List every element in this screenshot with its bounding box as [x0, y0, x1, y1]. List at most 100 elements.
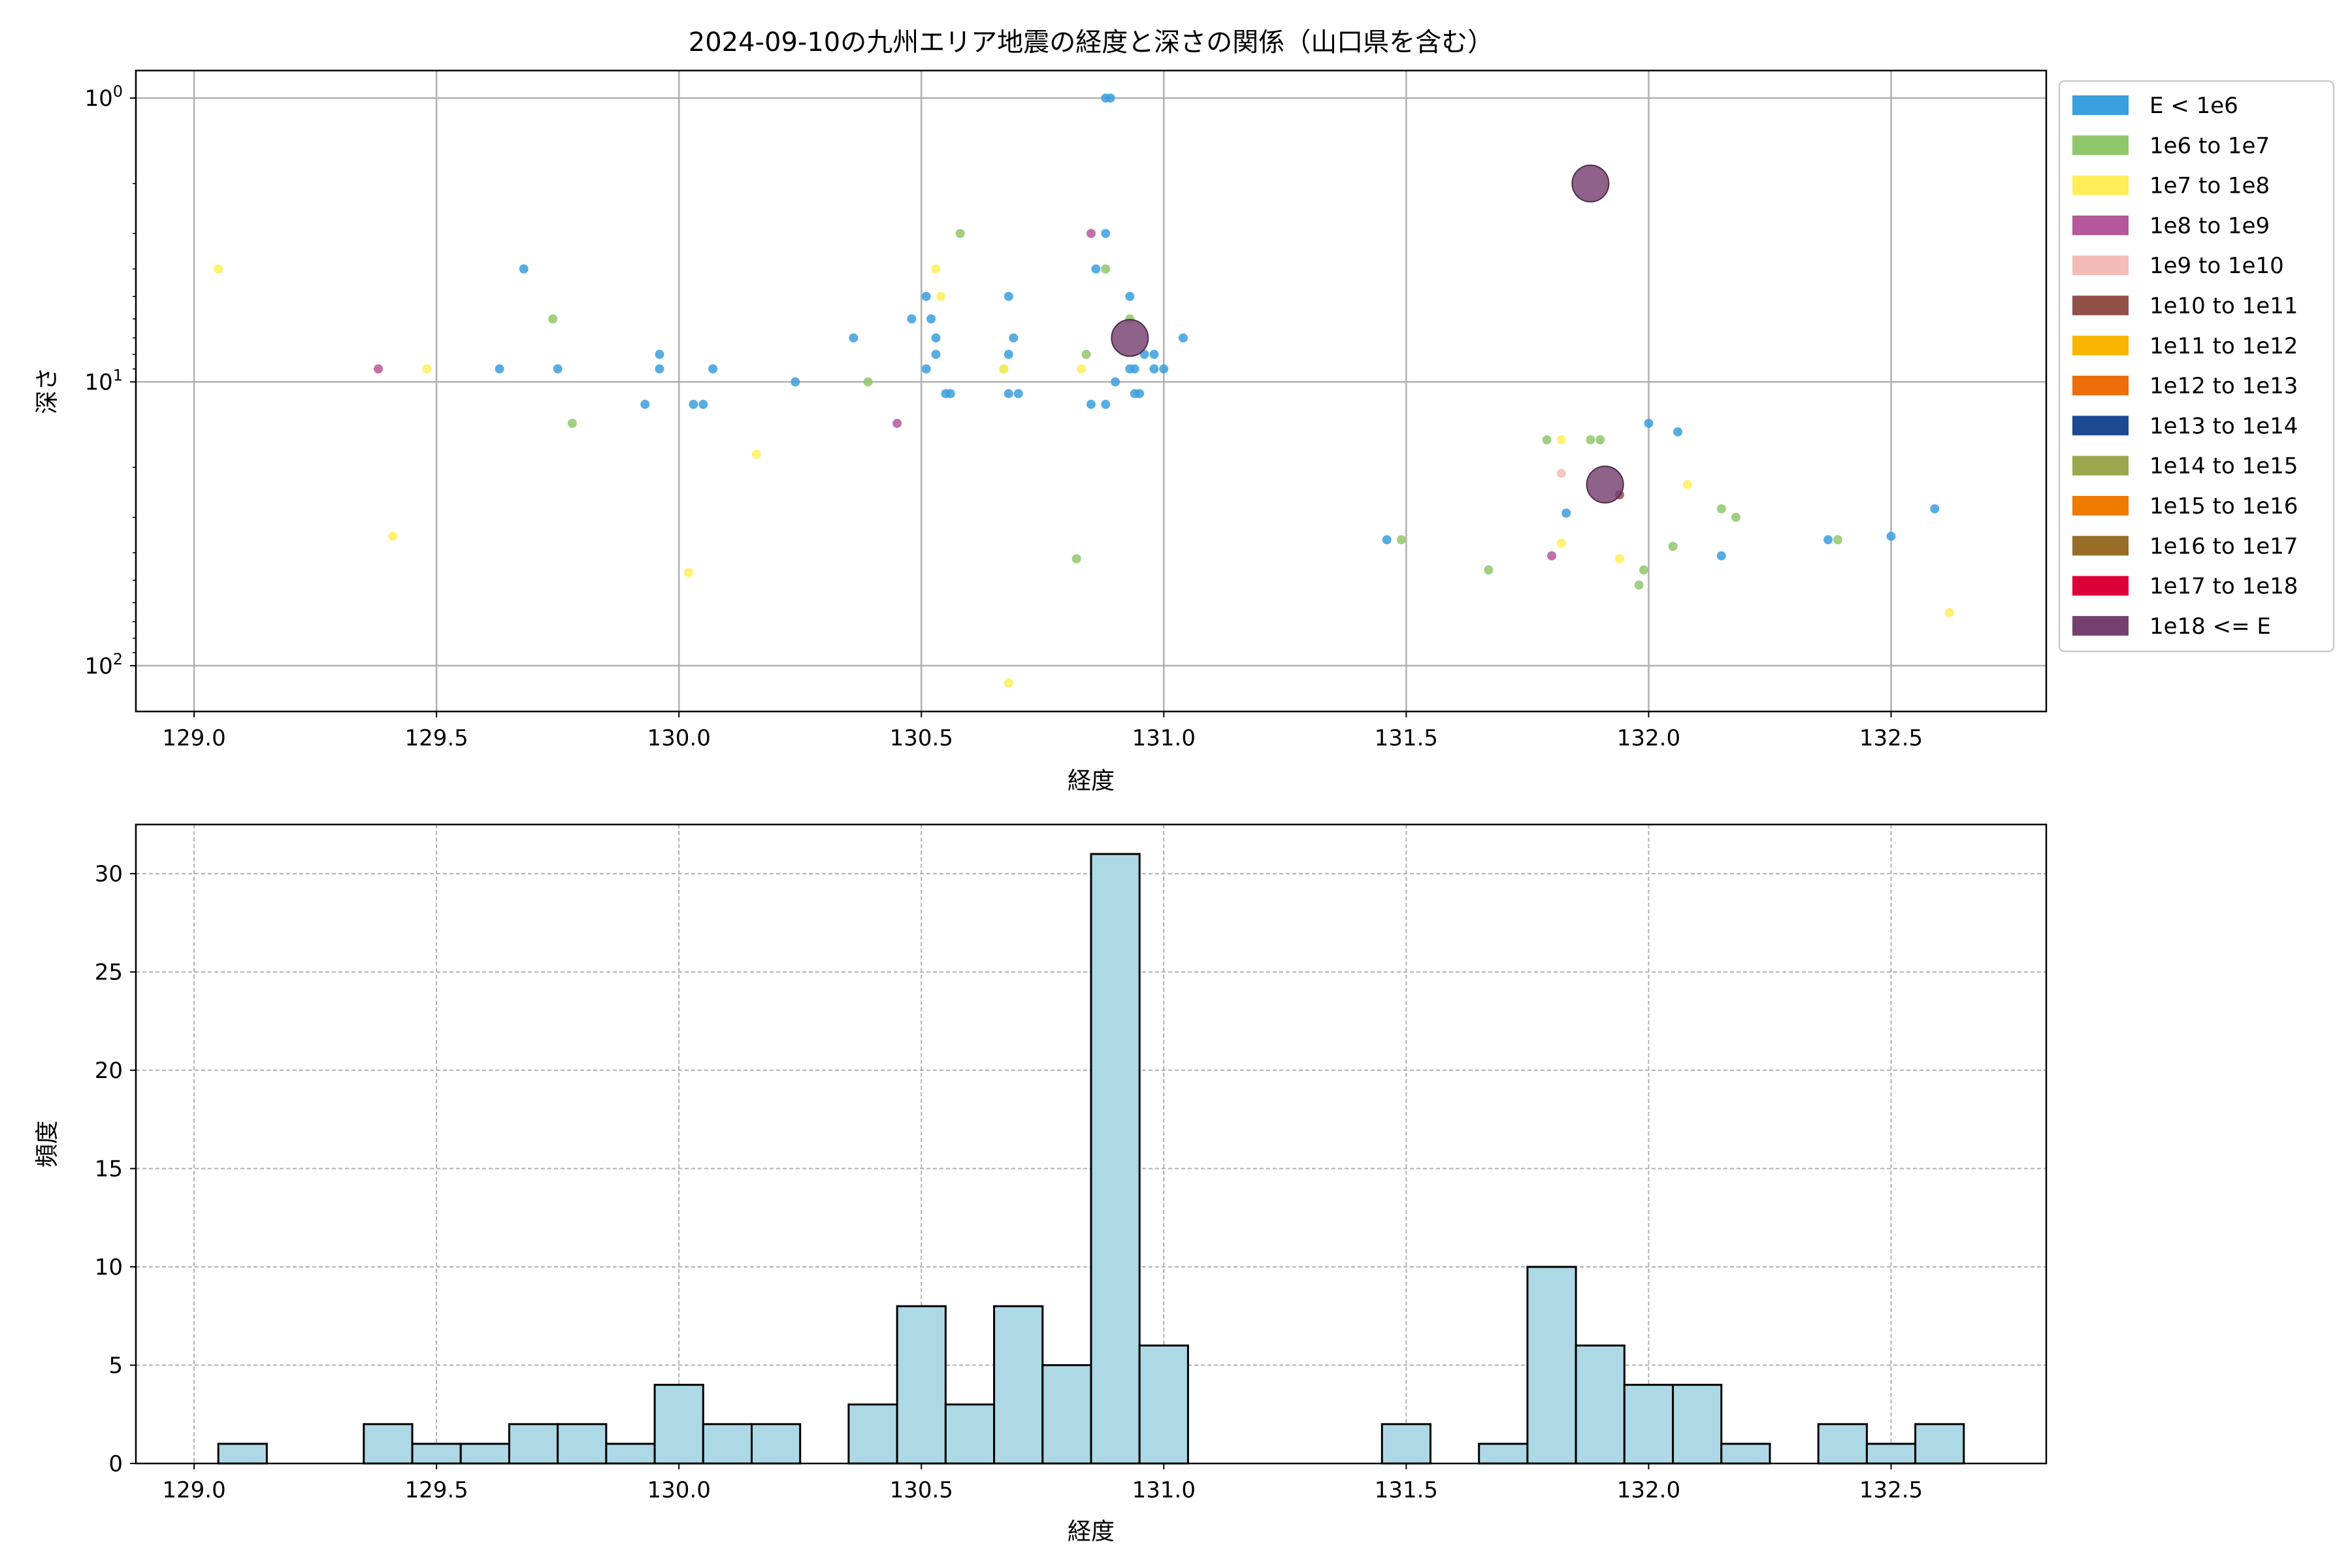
scatter-point: [1081, 350, 1091, 359]
histogram-bar: [508, 1423, 559, 1465]
histogram-x-axis-label: 経度: [1068, 1518, 1115, 1545]
histogram-bar: [411, 1443, 462, 1465]
histogram-bar: [1817, 1423, 1868, 1465]
legend-swatch: [2072, 255, 2129, 276]
scatter-point: [1159, 364, 1169, 374]
scatter-point: [926, 314, 936, 324]
scatter-x-tick-label: 130.0: [647, 725, 711, 751]
scatter-point: [751, 449, 761, 459]
legend-swatch: [2072, 175, 2129, 195]
scatter-x-tick-label: 132.5: [1859, 725, 1923, 751]
scatter-point: [907, 314, 917, 324]
histogram-bar: [1380, 1423, 1431, 1465]
scatter-point: [1382, 535, 1392, 545]
legend-swatch: [2072, 536, 2129, 556]
scatter-point: [921, 364, 931, 374]
histogram-bar: [1526, 1266, 1577, 1465]
scatter-point: [1644, 418, 1654, 428]
scatter-x-tick-label: 129.0: [162, 725, 225, 751]
histogram-bar: [605, 1443, 656, 1465]
scatter-point: [374, 364, 384, 374]
histogram-bar: [1478, 1443, 1529, 1465]
scatter-point: [1071, 554, 1081, 564]
histogram-bar: [1865, 1443, 1917, 1465]
scatter-point: [1125, 291, 1135, 301]
scatter-point: [1595, 435, 1605, 445]
scatter-point: [1556, 435, 1566, 445]
scatter-point: [1101, 264, 1111, 274]
scatter-point: [548, 314, 558, 324]
histogram-x-tick-label: 130.5: [890, 1477, 953, 1503]
scatter-point: [1682, 480, 1692, 489]
scatter-point: [495, 364, 504, 374]
scatter-point: [1886, 531, 1896, 541]
scatter-x-tick-label: 129.5: [404, 725, 468, 751]
scatter-point: [1639, 565, 1649, 575]
scatter-point: [214, 264, 223, 274]
legend-label: 1e17 to 1e18: [2149, 574, 2298, 600]
legend-swatch: [2072, 95, 2129, 115]
histogram-x-tick-label: 131.5: [1375, 1477, 1438, 1503]
scatter-gridlines: [136, 71, 2046, 711]
scatter-point: [1561, 508, 1571, 518]
scatter-point: [849, 333, 858, 343]
histogram-x-tick-label: 131.0: [1132, 1477, 1196, 1503]
legend-label: 1e8 to 1e9: [2149, 213, 2270, 239]
histogram-bar: [363, 1423, 414, 1465]
scatter-point: [1004, 678, 1013, 688]
scatter-x-tick-label: 130.5: [890, 725, 953, 751]
scatter-y-tick-label: 102: [84, 650, 123, 679]
legend-swatch: [2072, 376, 2129, 396]
scatter-point: [1716, 504, 1726, 514]
scatter-point: [931, 333, 941, 343]
scatter-point: [1571, 164, 1610, 203]
scatter-point: [640, 399, 650, 409]
scatter-point: [1077, 364, 1086, 374]
scatter-point: [1396, 535, 1406, 545]
scatter-point: [1105, 93, 1115, 103]
scatter-point: [931, 350, 941, 359]
histogram-y-tick-label: 20: [95, 1058, 123, 1084]
legend-swatch: [2072, 576, 2129, 596]
histogram-bar: [557, 1423, 608, 1465]
scatter-point: [1179, 333, 1188, 343]
histogram-bar: [1672, 1384, 1723, 1465]
legend-label: 1e9 to 1e10: [2149, 253, 2284, 279]
legend-swatch: [2072, 135, 2129, 155]
legend-label: 1e15 to 1e16: [2149, 493, 2298, 519]
scatter-point: [999, 364, 1009, 374]
scatter-point: [655, 364, 664, 374]
histogram-y-axis-label: 頻度: [34, 1120, 61, 1168]
legend: E < 1e6 1e6 to 1e7 1e7 to 1e8 1e8 to 1e9 1e9…: [2058, 80, 2335, 653]
scatter-point: [1013, 389, 1023, 399]
legend-swatch: [2072, 215, 2129, 235]
legend-swatch: [2072, 416, 2129, 436]
scatter-point: [1130, 364, 1139, 374]
legend-swatch: [2072, 615, 2129, 636]
legend-label: 1e7 to 1e8: [2149, 173, 2270, 199]
histogram-y-tick-label: 5: [108, 1353, 123, 1379]
histogram-bar: [459, 1443, 510, 1465]
scatter-x-axis-label: 経度: [1068, 768, 1115, 794]
histogram-bar: [1138, 1344, 1189, 1465]
scatter-point: [1009, 333, 1019, 343]
legend-label: 1e6 to 1e7: [2149, 133, 2270, 159]
histogram-x-ticks: 129.0 129.5 130.0 130.5 131.0 131.5 132.0 132.5: [162, 1463, 1923, 1503]
scatter-y-tick-label: 100: [84, 82, 123, 112]
legend-swatch: [2072, 455, 2129, 476]
scatter-point: [1004, 291, 1013, 301]
scatter-points: [214, 93, 1954, 688]
scatter-point: [1091, 264, 1101, 274]
scatter-plot-frame: [135, 69, 2048, 713]
histogram-bar: [1575, 1344, 1625, 1465]
scatter-point: [1556, 538, 1566, 548]
scatter-point: [698, 399, 708, 409]
chart-title: 2024-09-10の九州エリア地震の経度と深さの関係（山口県を含む）: [689, 27, 1494, 57]
histogram-bar: [1720, 1443, 1771, 1465]
histogram-panel: 129.0 129.5 130.0 130.5 131.0 131.5 132.0 132.5…: [34, 823, 2048, 1545]
scatter-point: [1149, 364, 1159, 374]
scatter-x-ticks: 129.0 129.5 130.0 130.5 131.0 131.5 132.0 132.5: [162, 711, 1923, 751]
scatter-point: [1673, 427, 1682, 436]
scatter-point: [1101, 399, 1111, 409]
